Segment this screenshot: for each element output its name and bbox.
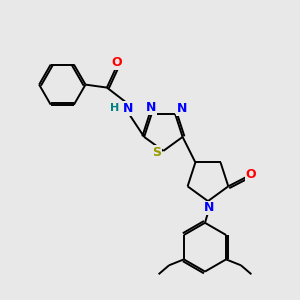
Text: N: N [204,201,214,214]
Text: S: S [152,146,161,159]
Text: H: H [110,103,119,113]
Text: O: O [246,168,256,181]
Text: O: O [111,56,122,69]
Text: N: N [146,101,156,114]
Text: N: N [177,103,187,116]
Text: N: N [122,102,133,115]
